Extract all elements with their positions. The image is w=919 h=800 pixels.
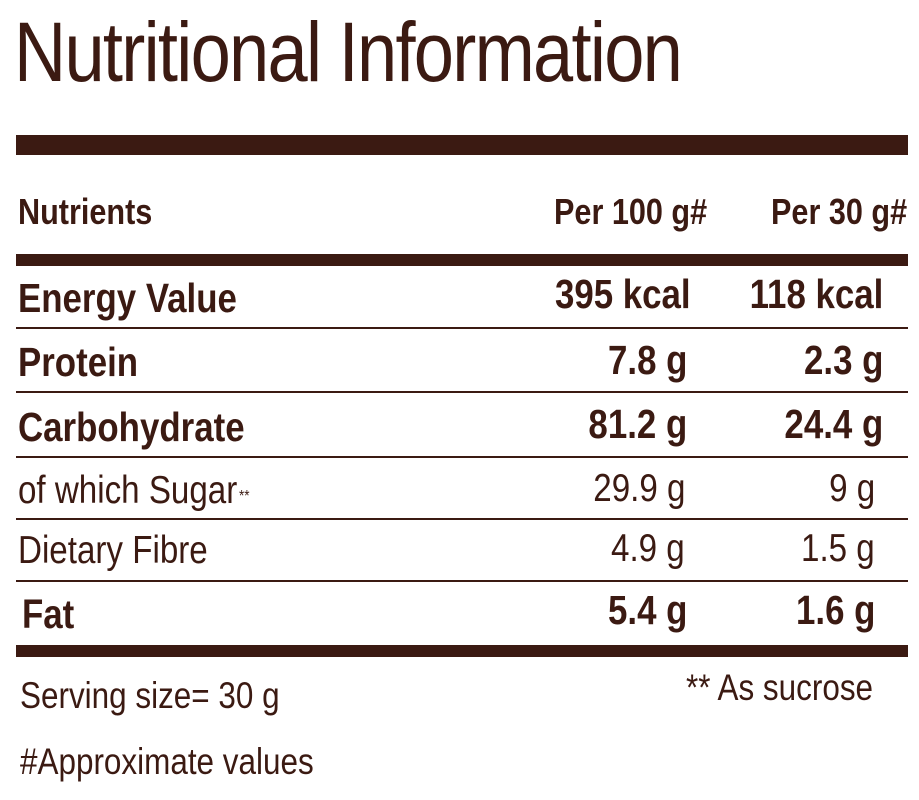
row-divider: [16, 518, 908, 520]
nutrient-name: of which Sugar **: [18, 469, 250, 512]
top-divider: [16, 135, 908, 155]
page-title: Nutritional Information: [14, 5, 683, 99]
nutrient-name: Dietary Fibre: [18, 529, 208, 572]
value-per-30g: 2.3 g: [803, 337, 883, 383]
nutrient-name: Protein: [18, 339, 139, 385]
value-per-30g: 9 g: [828, 467, 875, 510]
column-header-per-100g: Per 100 g#: [553, 191, 707, 232]
value-per-100g: 5.4 g: [607, 587, 687, 633]
value-per-100g: 81.2 g: [588, 401, 687, 447]
value-per-100g: 4.9 g: [611, 527, 685, 570]
nutrient-name: Energy Value: [18, 275, 237, 321]
bottom-divider: [16, 645, 908, 657]
header-divider: [16, 254, 908, 266]
nutrient-name: Carbohydrate: [18, 404, 245, 450]
value-per-100g: 7.8 g: [607, 337, 687, 383]
footnote-marker: **: [238, 488, 250, 505]
value-per-100g: 395 kcal: [555, 271, 691, 317]
column-header-nutrients: Nutrients: [18, 191, 153, 232]
value-per-30g: 1.6 g: [795, 587, 875, 633]
value-per-30g: 1.5 g: [801, 527, 875, 570]
value-per-100g: 29.9 g: [592, 467, 685, 510]
value-per-30g: 24.4 g: [784, 401, 883, 447]
sucrose-note: ** As sucrose: [685, 667, 873, 708]
column-header-per-30g: Per 30 g#: [770, 191, 907, 232]
value-per-30g: 118 kcal: [749, 271, 883, 317]
approximate-values-note: #Approximate values: [20, 741, 314, 782]
row-divider: [16, 327, 908, 329]
row-divider: [16, 580, 908, 582]
row-divider: [16, 456, 908, 458]
row-divider: [16, 391, 908, 393]
serving-size-note: Serving size= 30 g: [20, 675, 280, 716]
nutrient-name: Fat: [22, 591, 75, 637]
